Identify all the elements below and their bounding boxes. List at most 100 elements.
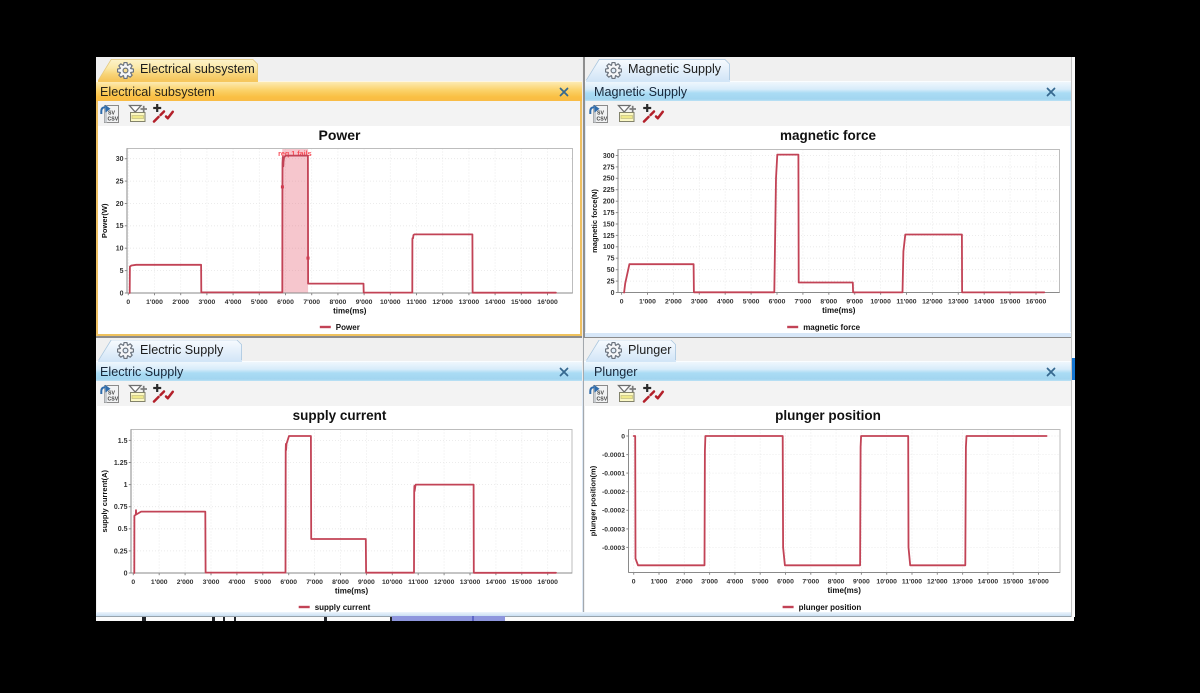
svg-text:0: 0 (120, 290, 124, 297)
svg-text:9'000: 9'000 (358, 579, 375, 586)
svg-text:10: 10 (116, 246, 124, 253)
svg-text:CSV: CSV (597, 117, 608, 123)
svg-text:magnetic force(N): magnetic force(N) (590, 189, 599, 253)
svg-text:15'000: 15'000 (1003, 579, 1024, 586)
svg-text:16'000: 16'000 (537, 579, 558, 586)
svg-text:7'000: 7'000 (306, 579, 323, 586)
svg-text:12'000: 12'000 (432, 299, 453, 306)
svg-text:0: 0 (611, 290, 615, 297)
svg-text:150: 150 (603, 221, 615, 228)
svg-text:12'000: 12'000 (922, 299, 943, 306)
svg-text:2'000: 2'000 (177, 579, 194, 586)
svg-text:0: 0 (621, 433, 625, 440)
svg-text:9'000: 9'000 (853, 579, 870, 586)
svg-text:300: 300 (603, 153, 615, 160)
svg-text:3'000: 3'000 (691, 299, 708, 306)
svg-text:time(ms): time(ms) (333, 307, 367, 316)
svg-text:8'000: 8'000 (330, 299, 347, 306)
svg-text:7'000: 7'000 (802, 579, 819, 586)
svg-text:13'000: 13'000 (460, 579, 481, 586)
svg-text:5'000: 5'000 (251, 299, 268, 306)
svg-text:Power(W): Power(W) (100, 203, 109, 238)
svg-text:0: 0 (620, 299, 624, 306)
svg-text:0.75: 0.75 (114, 504, 128, 511)
svg-text:13'000: 13'000 (459, 299, 480, 306)
svg-text:3'000: 3'000 (199, 299, 216, 306)
svg-text:time(ms): time(ms) (822, 306, 856, 315)
svg-text:1'000: 1'000 (651, 579, 668, 586)
svg-text:3'000: 3'000 (203, 579, 220, 586)
svg-text:15: 15 (116, 223, 124, 230)
svg-text:Power: Power (336, 323, 360, 332)
svg-text:75: 75 (607, 256, 615, 263)
svg-text:11'000: 11'000 (902, 579, 922, 586)
svg-text:CSV: CSV (108, 117, 119, 123)
svg-text:25: 25 (116, 179, 124, 186)
svg-text:6'000: 6'000 (277, 299, 294, 306)
svg-text:11'000: 11'000 (406, 299, 426, 306)
svg-text:15'000: 15'000 (511, 299, 532, 306)
svg-text:16'000: 16'000 (537, 299, 558, 306)
svg-text:2'000: 2'000 (172, 299, 189, 306)
svg-text:0.5: 0.5 (118, 526, 128, 533)
svg-text:1: 1 (124, 482, 128, 489)
svg-text:50: 50 (607, 267, 615, 274)
svg-text:6'000: 6'000 (280, 579, 297, 586)
svg-text:4'000: 4'000 (229, 579, 246, 586)
svg-text:13'000: 13'000 (948, 299, 969, 306)
svg-text:SV: SV (597, 391, 604, 397)
svg-text:12'000: 12'000 (434, 579, 455, 586)
svg-text:16'000: 16'000 (1028, 579, 1049, 586)
svg-text:4'000: 4'000 (727, 579, 744, 586)
svg-text:14'000: 14'000 (974, 299, 995, 306)
svg-text:5: 5 (120, 268, 124, 275)
svg-text:0.25: 0.25 (114, 548, 128, 555)
svg-text:8'000: 8'000 (828, 579, 845, 586)
svg-text:125: 125 (603, 233, 615, 240)
svg-text:-0.0002: -0.0002 (602, 508, 625, 515)
svg-text:14'000: 14'000 (486, 579, 507, 586)
svg-text:200: 200 (603, 199, 615, 206)
svg-text:CSV: CSV (108, 397, 119, 403)
svg-text:SV: SV (597, 111, 604, 117)
svg-text:plunger position: plunger position (799, 603, 862, 612)
svg-text:30: 30 (116, 156, 124, 163)
svg-text:plunger position: plunger position (775, 408, 881, 423)
svg-text:6'000: 6'000 (777, 579, 794, 586)
svg-text:1'000: 1'000 (639, 299, 656, 306)
svg-text:0: 0 (126, 299, 130, 306)
svg-text:2'000: 2'000 (676, 579, 693, 586)
svg-text:15'000: 15'000 (512, 579, 533, 586)
svg-text:225: 225 (603, 187, 615, 194)
svg-text:14'000: 14'000 (978, 579, 999, 586)
svg-text:plunger position(m): plunger position(m) (589, 465, 598, 536)
svg-text:10'000: 10'000 (382, 579, 403, 586)
svg-text:0: 0 (131, 579, 135, 586)
svg-text:250: 250 (603, 176, 615, 183)
svg-text:13'000: 13'000 (952, 579, 973, 586)
svg-text:time(ms): time(ms) (828, 586, 862, 595)
svg-text:14'000: 14'000 (485, 299, 506, 306)
svg-text:SV: SV (108, 111, 115, 117)
svg-text:0: 0 (632, 579, 636, 586)
svg-text:magnetic force: magnetic force (803, 323, 860, 332)
svg-text:12'000: 12'000 (927, 579, 948, 586)
svg-text:4'000: 4'000 (717, 299, 734, 306)
svg-text:275: 275 (603, 164, 615, 171)
svg-text:9'000: 9'000 (846, 299, 863, 306)
svg-text:15'000: 15'000 (1000, 299, 1021, 306)
svg-text:7'000: 7'000 (795, 299, 812, 306)
svg-text:-0.0003: -0.0003 (602, 545, 625, 552)
svg-text:3'000: 3'000 (701, 579, 718, 586)
svg-text:175: 175 (603, 210, 615, 217)
svg-text:supply current: supply current (315, 603, 371, 612)
svg-text:-0.0003: -0.0003 (602, 526, 625, 533)
svg-text:1'000: 1'000 (146, 299, 163, 306)
svg-text:1.25: 1.25 (114, 460, 128, 467)
svg-text:supply current(A): supply current(A) (100, 469, 109, 532)
svg-text:Power: Power (318, 127, 361, 143)
svg-text:req.1 fails: req.1 fails (278, 149, 312, 158)
svg-text:2'000: 2'000 (665, 299, 682, 306)
svg-text:20: 20 (116, 201, 124, 208)
svg-text:11'000: 11'000 (896, 299, 916, 306)
